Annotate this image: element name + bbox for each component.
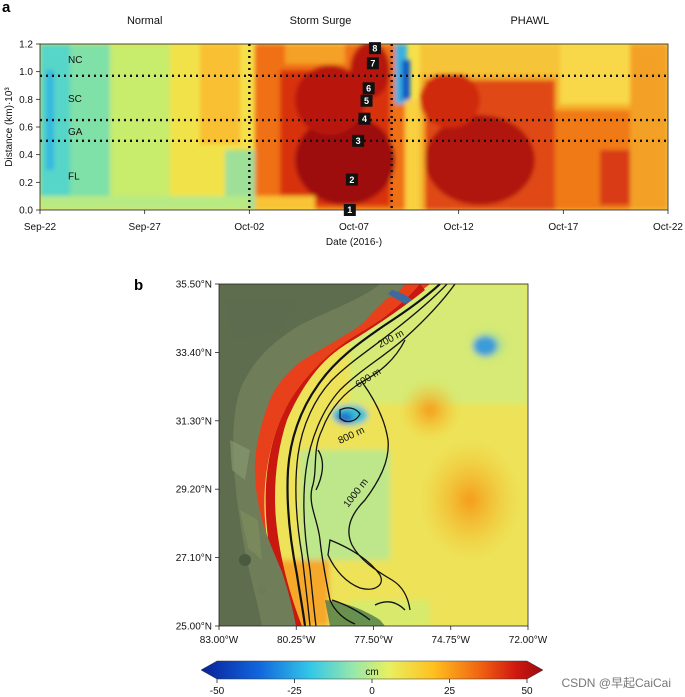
map-x-tick-label: 77.50°W [354,635,393,646]
track-marker: 6 [362,82,375,95]
y-tick-label: 1.0 [19,67,33,78]
region-label-ga: GA [68,127,83,138]
region-label-nc: NC [68,55,82,66]
x-tick-label: Oct-12 [444,222,474,233]
track-marker: 3 [352,134,365,147]
map-x-tick-label: 72.00°W [509,635,548,646]
colorbar-tick-label: -25 [287,686,302,697]
track-marker: 8 [368,42,381,55]
y-tick-label: 0.8 [19,95,33,106]
track-marker-box [360,94,373,107]
colorbar-unit: cm [365,667,378,678]
map-x-tick-label: 74.75°W [432,635,471,646]
track-marker-label: 4 [362,114,367,124]
panel-b-map: 200 m 600 m 800 m 1000 m [219,284,528,626]
colorbar-tick-label: 25 [444,686,456,697]
region-label-sc: SC [68,94,82,105]
track-marker-box [358,112,371,125]
map-y-tick-label: 29.20°N [176,485,212,496]
panel-a-axes: Sep-22 Sep-27 Oct-02 Oct-07 Oct-12 Oct-17 Oct-… [4,40,683,249]
track-marker-label: 3 [356,136,361,146]
watermark: CSDN @早起CaiCai [561,676,671,690]
map-x-tick-label: 80.25°W [277,635,316,646]
colorbar: cm -50 -25 0 25 50 [200,660,544,697]
colorbar-tick-label: 0 [369,686,375,697]
track-marker: 1 [343,204,356,216]
track-marker-box [343,204,356,216]
y-tick-label: 0.4 [19,150,33,161]
map-x-tick-label: 83.00°W [200,635,239,646]
map-y-tick-label: 35.50°N [176,280,212,291]
colorbar-tick-label: -50 [210,686,225,697]
track-marker: 5 [360,94,373,107]
phase-label-phawl: PHAWL [510,15,549,27]
phase-label-normal: Normal [127,15,162,27]
panel-b-axes: 83.00°W 80.25°W 77.50°W 74.75°W 72.00°W 25.0… [176,280,548,647]
track-marker-box [362,82,375,95]
track-marker-label: 7 [370,59,375,69]
track-marker: 4 [358,112,371,125]
y-tick-label: 0.6 [19,123,33,134]
map-y-tick-label: 31.30°N [176,416,212,427]
panel-a-phase-labels: Normal Storm Surge PHAWL [127,15,549,27]
panel-a-heatmap [40,44,668,210]
x-tick-label: Oct-22 [653,222,683,233]
phase-label-storm-surge: Storm Surge [290,15,352,27]
track-marker-box [352,134,365,147]
track-marker-label: 8 [372,43,377,53]
y-tick-label: 1.2 [19,40,33,51]
track-marker: 2 [345,173,358,186]
track-marker-box [368,42,381,55]
x-tick-label: Sep-27 [129,222,162,233]
x-tick-label: Oct-07 [339,222,369,233]
y-axis-label: Distance (km)·10³ [4,87,15,167]
track-marker: 7 [366,57,379,70]
track-marker-label: 2 [349,175,354,185]
y-tick-label: 0.0 [19,206,33,217]
y-tick-label: 0.2 [19,178,33,189]
colorbar-tick-label: 50 [521,686,533,697]
track-marker-label: 6 [366,83,371,93]
track-marker-label: 1 [347,205,352,215]
x-tick-label: Oct-02 [234,222,264,233]
track-marker-label: 5 [364,96,369,106]
track-marker-box [345,173,358,186]
track-marker-box [366,57,379,70]
map-y-tick-label: 25.00°N [176,622,212,633]
map-y-tick-label: 27.10°N [176,553,212,564]
x-tick-label: Oct-17 [548,222,578,233]
panel-b-label: b [134,277,143,294]
x-axis-label: Date (2016-) [326,237,382,248]
region-label-fl: FL [68,171,80,182]
x-tick-label: Sep-22 [24,222,57,233]
panel-a-label: a [2,0,11,16]
map-y-tick-label: 33.40°N [176,348,212,359]
